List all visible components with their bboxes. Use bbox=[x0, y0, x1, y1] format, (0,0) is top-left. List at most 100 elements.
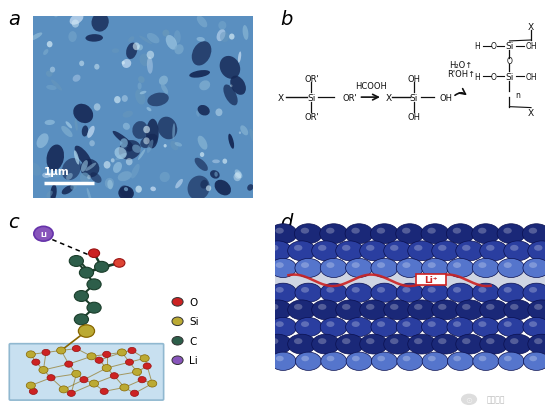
Circle shape bbox=[294, 245, 302, 251]
Circle shape bbox=[276, 263, 284, 268]
Circle shape bbox=[504, 263, 512, 268]
Circle shape bbox=[172, 298, 183, 306]
Circle shape bbox=[456, 335, 484, 354]
Ellipse shape bbox=[162, 31, 169, 38]
Circle shape bbox=[87, 279, 101, 290]
Circle shape bbox=[472, 224, 500, 244]
Ellipse shape bbox=[140, 135, 158, 149]
Ellipse shape bbox=[68, 32, 77, 43]
Ellipse shape bbox=[107, 180, 113, 190]
Circle shape bbox=[276, 321, 284, 327]
Ellipse shape bbox=[199, 81, 210, 91]
Ellipse shape bbox=[128, 37, 134, 43]
Circle shape bbox=[117, 349, 126, 356]
Circle shape bbox=[371, 318, 398, 337]
Circle shape bbox=[320, 318, 347, 337]
Circle shape bbox=[472, 283, 499, 302]
Circle shape bbox=[529, 263, 537, 268]
Ellipse shape bbox=[70, 14, 84, 26]
Circle shape bbox=[87, 353, 96, 360]
Circle shape bbox=[523, 283, 550, 302]
Ellipse shape bbox=[200, 180, 208, 189]
Ellipse shape bbox=[217, 30, 226, 42]
Circle shape bbox=[301, 287, 309, 293]
Ellipse shape bbox=[161, 85, 168, 95]
Ellipse shape bbox=[235, 170, 243, 179]
Circle shape bbox=[510, 338, 519, 344]
Circle shape bbox=[504, 356, 512, 361]
Circle shape bbox=[327, 356, 334, 361]
Circle shape bbox=[534, 245, 542, 251]
Text: OH: OH bbox=[408, 74, 420, 83]
Text: OR': OR' bbox=[342, 93, 357, 102]
Circle shape bbox=[498, 318, 525, 337]
Circle shape bbox=[528, 300, 550, 320]
Text: n: n bbox=[515, 90, 520, 100]
Ellipse shape bbox=[140, 55, 151, 67]
Circle shape bbox=[48, 173, 52, 178]
Circle shape bbox=[478, 356, 486, 361]
Circle shape bbox=[57, 347, 65, 354]
Circle shape bbox=[122, 62, 125, 65]
Ellipse shape bbox=[85, 35, 103, 43]
Circle shape bbox=[504, 241, 532, 261]
Ellipse shape bbox=[188, 176, 210, 201]
Circle shape bbox=[414, 338, 422, 344]
Circle shape bbox=[408, 241, 436, 261]
Circle shape bbox=[147, 52, 154, 60]
Circle shape bbox=[480, 241, 508, 261]
Circle shape bbox=[422, 352, 448, 370]
Circle shape bbox=[312, 241, 340, 261]
Text: Si: Si bbox=[307, 93, 316, 102]
Ellipse shape bbox=[170, 142, 178, 151]
Circle shape bbox=[276, 287, 284, 293]
Text: 1μm: 1μm bbox=[44, 166, 70, 176]
Circle shape bbox=[371, 283, 398, 302]
Circle shape bbox=[320, 259, 347, 278]
Circle shape bbox=[342, 304, 350, 310]
Circle shape bbox=[42, 349, 50, 356]
Ellipse shape bbox=[196, 111, 200, 117]
Circle shape bbox=[263, 300, 292, 320]
Circle shape bbox=[523, 318, 550, 337]
Ellipse shape bbox=[120, 139, 128, 148]
Circle shape bbox=[342, 245, 350, 251]
Circle shape bbox=[390, 338, 398, 344]
Circle shape bbox=[462, 245, 470, 251]
Circle shape bbox=[447, 283, 474, 302]
Circle shape bbox=[270, 352, 296, 370]
Ellipse shape bbox=[174, 31, 181, 45]
Circle shape bbox=[336, 241, 364, 261]
FancyBboxPatch shape bbox=[9, 344, 164, 400]
Ellipse shape bbox=[150, 187, 156, 192]
Circle shape bbox=[270, 259, 296, 278]
Text: Li⁺: Li⁺ bbox=[425, 275, 438, 284]
Ellipse shape bbox=[192, 42, 211, 66]
Circle shape bbox=[135, 186, 142, 193]
Circle shape bbox=[377, 356, 385, 361]
Ellipse shape bbox=[46, 71, 52, 78]
Ellipse shape bbox=[212, 160, 220, 164]
Circle shape bbox=[321, 352, 346, 370]
Ellipse shape bbox=[197, 136, 207, 150]
Circle shape bbox=[318, 338, 326, 344]
Circle shape bbox=[384, 241, 412, 261]
Ellipse shape bbox=[123, 112, 133, 118]
Circle shape bbox=[270, 245, 278, 251]
Circle shape bbox=[318, 304, 326, 310]
Circle shape bbox=[74, 314, 89, 325]
Circle shape bbox=[320, 283, 347, 302]
Text: Li: Li bbox=[40, 231, 47, 237]
Circle shape bbox=[371, 259, 398, 278]
Circle shape bbox=[29, 388, 37, 394]
Circle shape bbox=[172, 317, 183, 326]
Ellipse shape bbox=[133, 122, 148, 140]
Circle shape bbox=[270, 304, 278, 310]
Circle shape bbox=[72, 370, 81, 377]
Ellipse shape bbox=[82, 126, 88, 137]
Circle shape bbox=[269, 224, 297, 244]
Ellipse shape bbox=[118, 187, 134, 201]
Ellipse shape bbox=[80, 159, 100, 178]
Circle shape bbox=[130, 390, 139, 396]
Circle shape bbox=[462, 304, 470, 310]
